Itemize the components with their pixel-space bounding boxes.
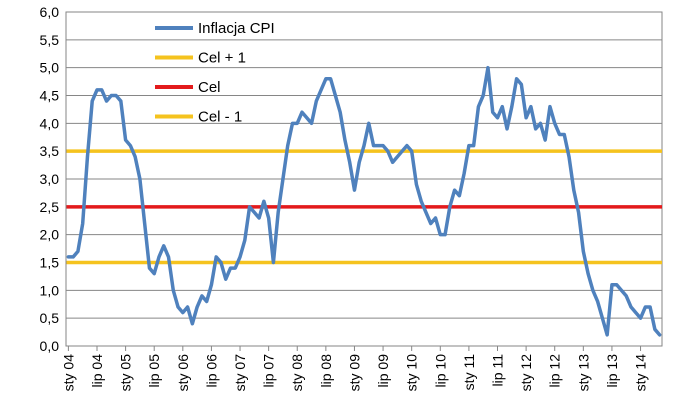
x-tick-label: lip 06 (203, 354, 219, 388)
legend-target: Cel (155, 79, 221, 96)
x-tick-label: lip 11 (490, 354, 506, 387)
x-tick-label: sty 05 (118, 354, 134, 392)
y-tick-label: 4,0 (40, 115, 60, 131)
legend-cpi: Inflacja CPI (155, 20, 275, 37)
x-tick-label: sty 07 (232, 354, 248, 392)
x-axis-tick-labels: sty 04 lip 04 sty 05 lip 05 sty 06 lip 06 sty … (60, 346, 649, 392)
y-tick-label: 3,5 (40, 143, 60, 159)
x-tick-label: lip 07 (261, 354, 277, 388)
x-tick-label: lip 13 (604, 354, 620, 388)
legend-label: Cel + 1 (198, 50, 246, 67)
legend-label: Cel - 1 (198, 109, 242, 126)
cpi-line (66, 65, 662, 337)
y-axis-tick-labels: 0,0 0,5 1,0 1,5 2,0 2,5 3,0 3,5 4,0 4,5 5,0 5,5 6,0 (40, 4, 60, 354)
legend-label: Inflacja CPI (198, 20, 275, 37)
cpi-series (66, 65, 662, 337)
x-tick-label: lip 12 (547, 354, 563, 388)
legend: Inflacja CPI Cel + 1 Cel Cel - 1 (155, 20, 275, 126)
x-tick-label: sty 13 (575, 354, 591, 392)
x-tick-label: lip 04 (89, 354, 105, 388)
x-tick-label: sty 09 (346, 354, 362, 392)
x-tick-label: sty 11 (461, 354, 477, 391)
x-tick-label: sty 12 (518, 354, 534, 392)
y-tick-label: 1,5 (40, 255, 60, 271)
x-tick-label: sty 04 (60, 354, 76, 392)
y-tick-label: 2,0 (40, 227, 60, 243)
y-tick-label: 2,5 (40, 199, 60, 215)
y-tick-label: 5,5 (40, 32, 60, 48)
legend-label: Cel (198, 79, 221, 96)
x-tick-label: sty 06 (175, 354, 191, 392)
x-tick-label: lip 10 (432, 354, 448, 388)
y-tick-label: 4,5 (40, 88, 60, 104)
x-tick-label: lip 09 (375, 354, 391, 388)
x-tick-label: sty 14 (633, 354, 649, 392)
legend-target-minus-one: Cel - 1 (155, 109, 242, 126)
y-tick-label: 0,5 (40, 310, 60, 326)
x-tick-label: sty 08 (289, 354, 305, 392)
x-tick-label: sty 10 (404, 354, 420, 392)
x-tick-label: lip 05 (146, 354, 162, 388)
y-tick-label: 0,0 (40, 338, 60, 354)
y-tick-label: 5,0 (40, 60, 60, 76)
x-tick-label: lip 08 (318, 354, 334, 388)
y-tick-label: 3,0 (40, 171, 60, 187)
y-tick-label: 6,0 (40, 4, 60, 20)
legend-target-plus-one: Cel + 1 (155, 50, 246, 67)
y-tick-label: 1,0 (40, 282, 60, 298)
